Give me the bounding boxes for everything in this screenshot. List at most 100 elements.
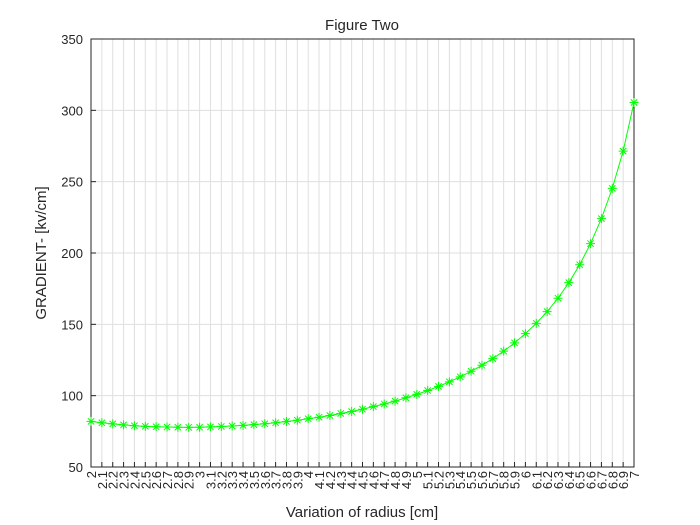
data-marker	[271, 418, 281, 428]
data-marker	[434, 381, 444, 391]
x-tick-label: 6.8	[605, 471, 620, 489]
x-tick-label: 5.2	[432, 471, 447, 489]
data-marker	[466, 366, 476, 376]
y-tick-label: 300	[61, 103, 83, 118]
data-marker	[260, 419, 270, 429]
data-marker	[510, 338, 520, 348]
data-marker	[618, 146, 628, 156]
data-marker	[575, 260, 585, 270]
data-marker	[596, 214, 606, 224]
x-tick-label: 6.6	[584, 471, 599, 489]
data-marker	[173, 422, 183, 432]
x-tick-label: 4.1	[312, 471, 327, 489]
data-marker	[347, 407, 357, 417]
data-marker	[216, 421, 226, 431]
x-tick-label: 6.5	[573, 471, 588, 489]
x-tick-label: 5.4	[453, 471, 468, 489]
x-tick-label: 4.6	[366, 471, 381, 489]
y-tick-label: 150	[61, 317, 83, 332]
data-marker	[607, 183, 617, 193]
x-tick-label: 7	[627, 471, 642, 478]
data-marker	[401, 393, 411, 403]
x-tick-label: 4.7	[377, 471, 392, 489]
data-marker	[368, 402, 378, 412]
data-marker	[455, 372, 465, 382]
x-tick-label: 4.9	[399, 471, 414, 489]
x-tick-label: 2.6	[149, 471, 164, 489]
x-tick-label: 5.9	[508, 471, 523, 489]
data-marker	[151, 422, 161, 432]
x-tick-label: 5.3	[442, 471, 457, 489]
data-marker	[249, 420, 259, 430]
data-marker	[227, 421, 237, 431]
x-tick-label: 4.2	[323, 471, 338, 489]
y-axis-label: GRADIENT- [kv/cm]	[33, 186, 50, 319]
x-tick-label: 3.6	[258, 471, 273, 489]
data-marker	[477, 360, 487, 370]
x-tick-label: 6.4	[562, 471, 577, 489]
data-marker	[444, 377, 454, 387]
x-tick-label: 5.1	[421, 471, 436, 489]
x-tick-label: 2.1	[95, 471, 110, 489]
data-marker	[325, 410, 335, 420]
chart-title: Figure Two	[325, 17, 399, 34]
x-tick-label: 4.4	[345, 471, 360, 489]
data-marker	[184, 422, 194, 432]
x-tick-label: 6.1	[529, 471, 544, 489]
x-tick-label: 3.9	[290, 471, 305, 489]
x-tick-label: 4.5	[356, 471, 371, 489]
data-marker	[140, 421, 150, 431]
x-tick-label: 3.8	[279, 471, 294, 489]
x-tick-label: 3.4	[236, 471, 251, 489]
data-marker	[314, 412, 324, 422]
x-tick-label: 2	[84, 471, 99, 478]
data-marker	[412, 389, 422, 399]
x-tick-label: 4.8	[388, 471, 403, 489]
x-tick-label: 5.5	[464, 471, 479, 489]
x-tick-label: 5.7	[486, 471, 501, 489]
x-tick-label: 3.7	[269, 471, 284, 489]
y-tick-label: 250	[61, 175, 83, 190]
data-marker	[629, 97, 639, 107]
x-tick-label: 4.3	[334, 471, 349, 489]
data-marker	[281, 416, 291, 426]
data-marker	[86, 416, 96, 426]
x-tick-label: 4	[301, 471, 316, 478]
x-tick-label: 2.8	[171, 471, 186, 489]
data-marker	[520, 329, 530, 339]
data-marker	[564, 278, 574, 288]
x-tick-label: 3.1	[203, 471, 218, 489]
axes-box	[90, 38, 635, 468]
data-marker	[162, 422, 172, 432]
data-marker	[379, 399, 389, 409]
data-marker	[108, 419, 118, 429]
x-tick-label: 3.5	[247, 471, 262, 489]
x-axis-label: Variation of radius [cm]	[286, 504, 438, 521]
x-tick-label: 6.7	[594, 471, 609, 489]
data-marker	[303, 414, 313, 424]
data-marker	[97, 418, 107, 428]
data-marker	[586, 239, 596, 249]
x-tick-label: 2.9	[182, 471, 197, 489]
data-marker	[336, 409, 346, 418]
data-marker	[119, 420, 129, 430]
x-tick-label: 2.2	[106, 471, 121, 489]
y-tick-label: 50	[69, 460, 83, 475]
x-tick-label: 2.4	[127, 471, 142, 489]
x-tick-label: 6.3	[551, 471, 566, 489]
x-tick-label: 2.7	[160, 471, 175, 489]
data-marker	[292, 415, 302, 425]
data-marker	[531, 318, 541, 328]
x-tick-label: 5	[410, 471, 425, 478]
y-tick-label: 100	[61, 389, 83, 404]
data-marker	[423, 386, 433, 396]
data-marker	[129, 421, 139, 431]
x-tick-label: 6.9	[616, 471, 631, 489]
x-tick-label: 3.2	[214, 471, 229, 489]
x-tick-label: 3.3	[225, 471, 240, 489]
x-tick-label: 5.8	[497, 471, 512, 489]
x-tick-label: 6.2	[540, 471, 555, 489]
x-tick-label: 2.3	[117, 471, 132, 489]
x-tick-label: 3	[193, 471, 208, 478]
